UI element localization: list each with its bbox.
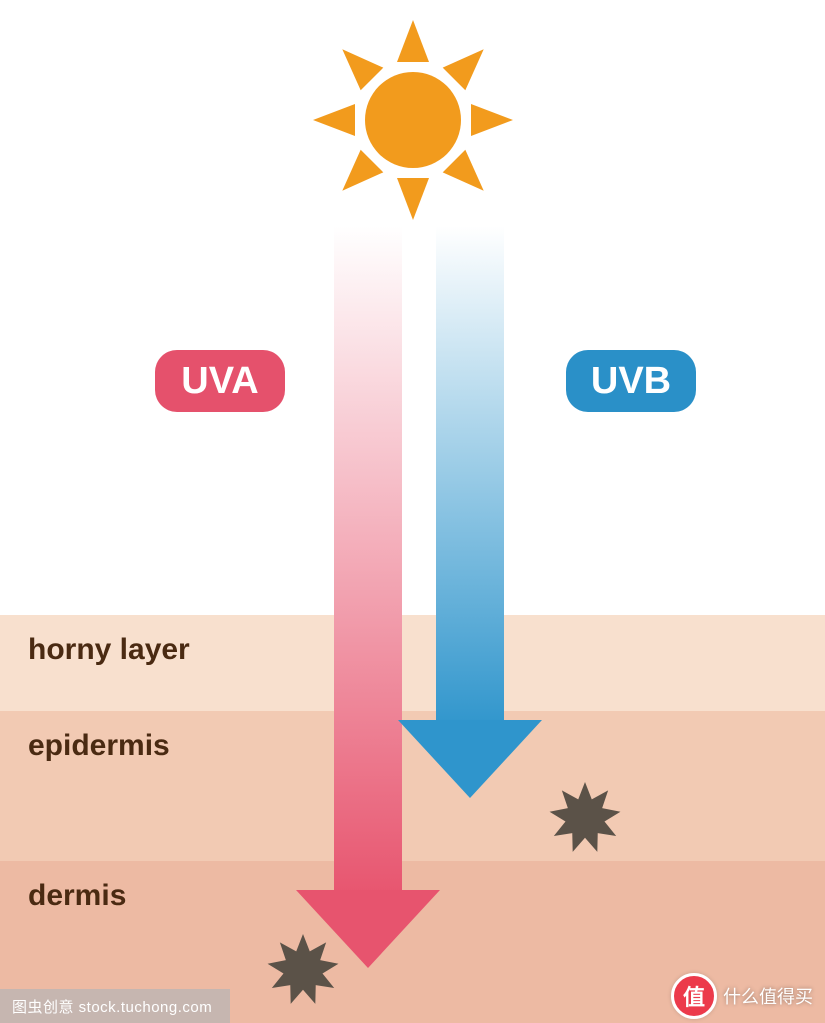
skin-layer-label-horny: horny layer [28, 633, 190, 667]
uva-badge: UVA [155, 350, 285, 412]
uvb-badge: UVB [566, 350, 696, 412]
damage-star-0 [265, 932, 341, 1008]
skin-layer-label-epidermis: epidermis [28, 729, 170, 763]
skin-layer-label-dermis: dermis [28, 879, 126, 913]
uvb-arrow-head [398, 720, 542, 798]
damage-star-1 [547, 780, 623, 856]
diagram-stage: horny layer epidermis dermis UVA UVB 图虫创意 sto… [0, 0, 825, 1023]
uva-arrow-shaft [334, 226, 402, 900]
watermark-source: 图虫创意 stock.tuchong.com [0, 989, 230, 1023]
uvb-arrow-shaft [436, 226, 504, 730]
watermark-brand-icon: 值 [671, 973, 717, 1019]
watermark-brand: 值什么值得买 [671, 973, 813, 1019]
watermark-brand-text: 什么值得买 [723, 983, 813, 1009]
sun-icon [308, 15, 518, 225]
